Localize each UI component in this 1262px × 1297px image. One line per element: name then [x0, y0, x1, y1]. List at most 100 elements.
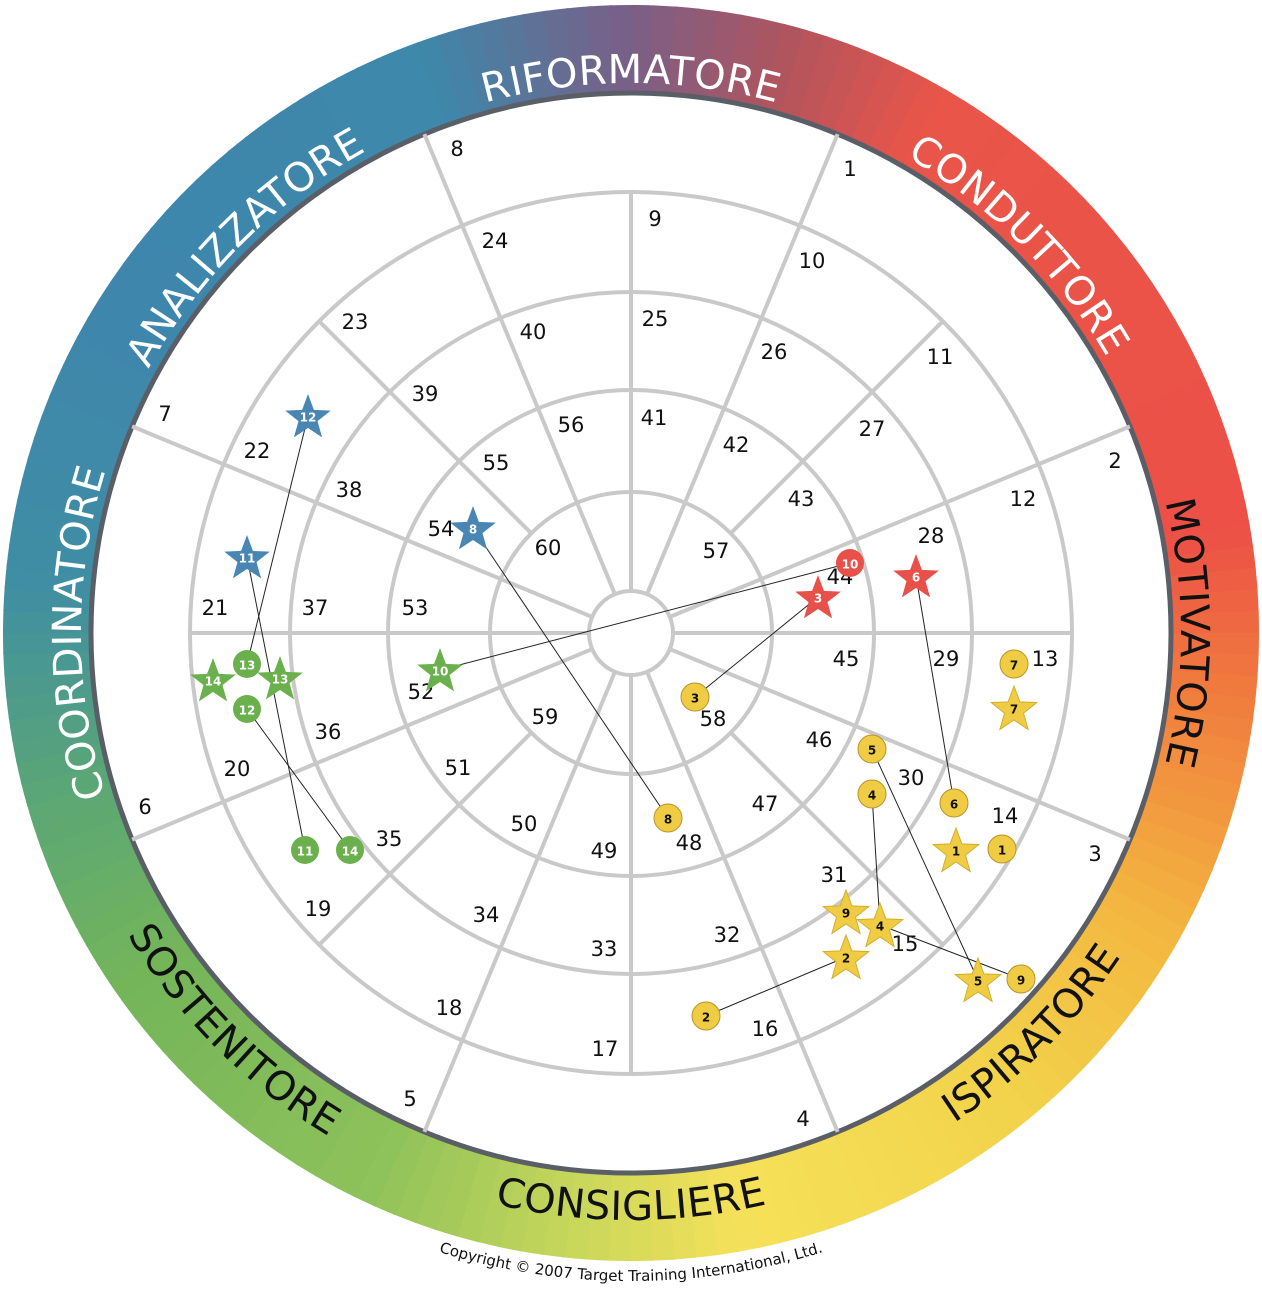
cell-number: 41	[641, 406, 668, 430]
ring-segment	[3, 629, 92, 655]
ring-segment	[21, 456, 113, 503]
cell-number: 3	[1088, 842, 1101, 866]
ring-segment	[11, 723, 103, 764]
ring-segment	[27, 435, 119, 485]
ring-segment	[1170, 611, 1259, 637]
cell-number: 55	[483, 451, 510, 475]
spoke	[645, 133, 840, 595]
ring-segment	[917, 100, 985, 187]
ring-segment	[194, 164, 272, 245]
ring-segment	[12, 499, 104, 540]
ring-segment	[98, 279, 185, 347]
ring-segment	[1165, 689, 1256, 724]
link	[705, 956, 847, 1017]
cell-number: 50	[511, 812, 538, 836]
ring-segment	[777, 1146, 826, 1238]
cell-number: 34	[473, 903, 500, 927]
marker-label: 12	[300, 411, 317, 425]
ring-segment	[946, 1058, 1018, 1143]
ring-segment	[210, 149, 287, 232]
marker-star	[224, 535, 270, 579]
ring-segment	[813, 1133, 867, 1225]
ring-segment	[1066, 934, 1152, 1005]
cell-number: 9	[648, 207, 661, 231]
ring-segment	[1006, 181, 1086, 260]
cell-number: 28	[918, 524, 945, 548]
marker-label: 13	[239, 659, 256, 673]
cell-number: 12	[1010, 487, 1037, 511]
ring-segment	[259, 1068, 330, 1154]
ring-segment	[687, 8, 722, 99]
spoke	[131, 424, 593, 619]
ring-segment	[3, 607, 92, 633]
marker: 3	[680, 682, 710, 712]
ring-segment	[1154, 745, 1246, 789]
ring-segment	[761, 23, 808, 115]
marker: 10	[836, 549, 864, 577]
cell-number: 51	[445, 756, 472, 780]
marker-label: 9	[1017, 974, 1025, 988]
ring-segment	[298, 87, 364, 176]
cell-number: 29	[933, 647, 960, 671]
marker-star	[893, 554, 939, 598]
marker-star	[821, 933, 871, 980]
ring-segment	[1054, 950, 1140, 1023]
ring-segment	[500, 13, 541, 105]
ring-segment	[136, 226, 220, 301]
ring-segment	[47, 832, 138, 889]
marker-label: 5	[974, 975, 982, 989]
cell-number: 14	[992, 804, 1019, 828]
ring-segment	[147, 977, 230, 1054]
ring-segment	[1077, 919, 1164, 987]
ring-segment	[74, 884, 164, 947]
marker: 5	[953, 956, 1003, 1003]
ring-segment	[227, 136, 301, 220]
cell-number: 60	[535, 536, 562, 560]
marker-label: 10	[842, 558, 859, 572]
marker-circle	[999, 649, 1029, 679]
link	[246, 415, 309, 665]
marker: 4	[857, 779, 887, 809]
ring-segment	[76, 316, 165, 380]
ring-segment	[6, 542, 97, 577]
ring-segment	[176, 1006, 256, 1085]
link	[246, 556, 306, 851]
marker-label: 11	[239, 552, 256, 566]
ring-segment	[475, 1156, 519, 1248]
ring-segment	[779, 29, 829, 121]
ring-segment	[961, 1046, 1035, 1130]
ring-segment	[241, 1056, 314, 1142]
ring-segment	[1106, 869, 1196, 931]
ring-segment	[392, 1132, 447, 1224]
marker-circle	[836, 549, 864, 577]
ring-segment	[795, 1140, 846, 1232]
marker-label: 11	[297, 845, 314, 859]
ring-segment	[87, 297, 175, 363]
cell-number: 20	[224, 757, 251, 781]
ring-segment	[352, 1117, 412, 1207]
ring-segment	[1144, 438, 1236, 487]
ring-segment	[20, 760, 112, 807]
ring-segment	[882, 1100, 945, 1190]
ring-segment	[55, 850, 146, 909]
ring-segment	[867, 68, 929, 158]
ring-segment	[1067, 263, 1154, 334]
ring-segment	[565, 6, 597, 96]
marker: 13	[257, 656, 303, 700]
ring-segment	[134, 963, 218, 1037]
cell-number: 42	[723, 433, 750, 457]
marker: 2	[821, 933, 871, 980]
cell-number: 31	[821, 863, 848, 887]
ring-segment	[1143, 781, 1235, 831]
ring-segment	[914, 1080, 983, 1168]
ring-segment	[375, 49, 432, 140]
cell-number: 54	[428, 517, 455, 541]
spoke	[317, 731, 533, 947]
ring-segment	[587, 5, 615, 95]
marker: 7	[989, 684, 1039, 731]
ring-segment	[647, 1171, 675, 1261]
ring-segment	[1088, 300, 1177, 366]
cell-number: 7	[158, 402, 171, 426]
